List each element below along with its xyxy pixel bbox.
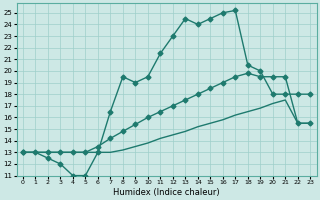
X-axis label: Humidex (Indice chaleur): Humidex (Indice chaleur) <box>113 188 220 197</box>
